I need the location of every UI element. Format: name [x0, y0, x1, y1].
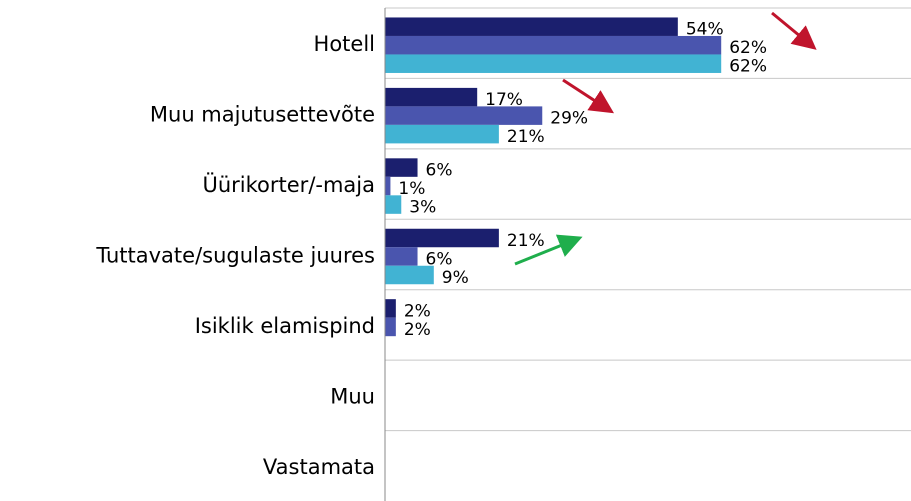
bar	[385, 265, 434, 285]
bar	[385, 176, 391, 196]
bar	[385, 247, 418, 266]
value-label: 2%	[404, 301, 431, 321]
category-label: Üürikorter/-maja	[202, 172, 375, 197]
bar	[385, 317, 396, 337]
category-label: Muu	[330, 384, 375, 408]
category-label: Hotell	[314, 32, 375, 56]
value-label: 2%	[404, 320, 431, 340]
bar	[385, 106, 543, 125]
bar	[385, 195, 402, 214]
category-label: Muu majutusettevõte	[150, 103, 375, 127]
bar	[385, 35, 722, 55]
value-label: 21%	[507, 127, 545, 147]
value-label: 62%	[729, 38, 767, 58]
bar	[385, 158, 418, 177]
bar	[385, 228, 499, 248]
value-label: 9%	[442, 268, 469, 288]
trend-arrow	[562, 78, 615, 114]
value-label: 1%	[398, 179, 425, 199]
bar	[385, 124, 499, 144]
value-label: 29%	[550, 109, 588, 129]
trend-arrow	[771, 11, 817, 50]
category-label: Tuttavate/sugulaste juures	[95, 244, 375, 268]
value-label: 6%	[426, 250, 453, 270]
bar	[385, 299, 396, 318]
bar	[385, 54, 722, 73]
value-label: 21%	[507, 231, 545, 251]
value-label: 17%	[485, 90, 523, 110]
bar	[385, 87, 478, 107]
category-label: Isiklik elamispind	[195, 314, 375, 338]
value-label: 62%	[729, 57, 767, 77]
category-label: Vastamata	[263, 455, 375, 479]
value-label: 6%	[426, 161, 453, 181]
value-label: 3%	[409, 198, 436, 218]
trend-arrow	[514, 234, 583, 266]
value-label: 54%	[686, 20, 724, 40]
bar	[385, 17, 678, 36]
